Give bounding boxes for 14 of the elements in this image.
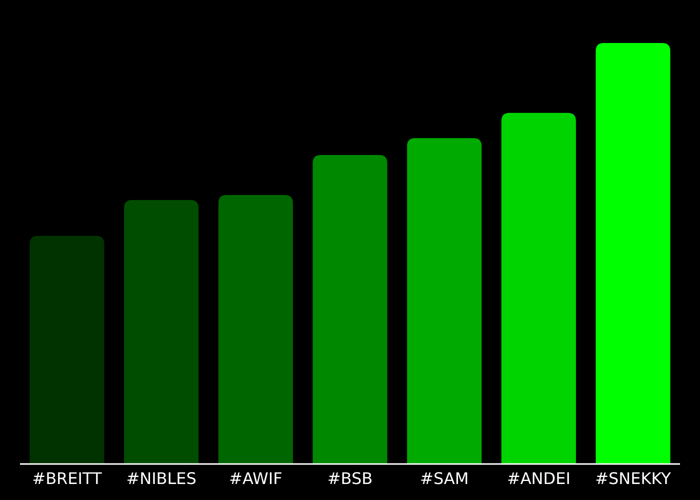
bar <box>124 200 199 464</box>
bar <box>218 194 293 464</box>
bar <box>312 154 388 464</box>
x-tick-label: #AWIF <box>229 469 282 488</box>
x-tick-label: #BREITT <box>32 469 102 488</box>
bar <box>30 236 104 464</box>
x-tick-label: #NIBLES <box>126 469 196 488</box>
bar <box>407 138 482 464</box>
x-tick-label: #SNEKKY <box>595 469 672 488</box>
bar <box>596 43 670 464</box>
x-tick-label: #SAM <box>420 469 469 488</box>
x-tick-label: #ANDEI <box>506 469 570 488</box>
bar <box>501 112 576 464</box>
x-tick-label: #BSB <box>327 469 373 488</box>
